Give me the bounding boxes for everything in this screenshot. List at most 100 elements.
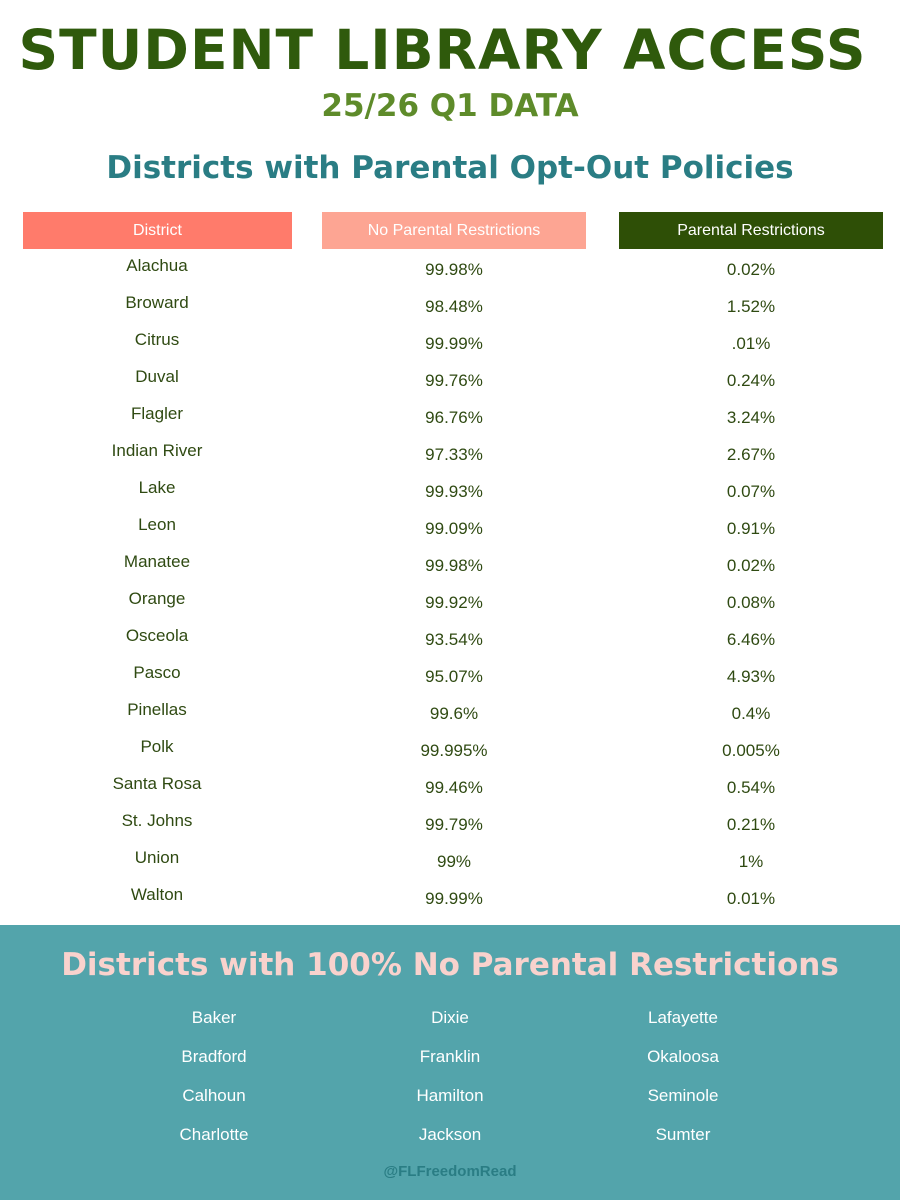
table-row: Union 99% 1% [0, 842, 900, 879]
table-row: Manatee 99.98% 0.02% [0, 546, 900, 583]
no-restrictions-cell: 99.76% [425, 371, 483, 390]
district-cell: Osceola [125, 626, 189, 645]
full-access-section: Districts with 100% No Parental Restrict… [0, 925, 900, 1200]
district-table: Alachua 99.98% 0.02% Broward 98.48% 1.52… [0, 250, 900, 916]
district-cell: Pasco [133, 663, 181, 682]
list-item: Okaloosa [647, 1047, 719, 1066]
restrictions-cell: 0.02% [726, 556, 776, 575]
section-heading: Districts with Parental Opt-Out Policies [106, 150, 794, 186]
table-row: Broward 98.48% 1.52% [0, 287, 900, 324]
no-restrictions-cell: 99% [436, 852, 472, 871]
no-restrictions-cell: 99.09% [425, 519, 483, 538]
full-access-heading: Districts with 100% No Parental Restrict… [61, 947, 839, 983]
district-cell: St. Johns [121, 811, 193, 830]
district-cell: Pinellas [127, 700, 187, 719]
table-row: St. Johns 99.79% 0.21% [0, 805, 900, 842]
no-restrictions-cell: 93.54% [425, 630, 483, 649]
table-row: Walton 99.99% 0.01% [0, 879, 900, 916]
table-row: Pasco 95.07% 4.93% [0, 657, 900, 694]
table-row: Leon 99.09% 0.91% [0, 509, 900, 546]
column-header-no-restrictions: No Parental Restrictions [322, 212, 586, 249]
list-item: Franklin [419, 1047, 481, 1066]
restrictions-cell: 2.67% [726, 445, 776, 464]
restrictions-cell: 1% [738, 852, 764, 871]
no-restrictions-cell: 99.98% [425, 260, 483, 279]
table-row: Duval 99.76% 0.24% [0, 361, 900, 398]
table-row: Citrus 99.99% .01% [0, 324, 900, 361]
district-cell: Flagler [131, 404, 183, 423]
district-list-column: Baker Bradford Calhoun Charlotte [94, 1005, 334, 1161]
no-restrictions-cell: 99.98% [425, 556, 483, 575]
list-item: Calhoun [182, 1086, 246, 1105]
district-cell: Polk [140, 737, 174, 756]
district-cell: Broward [125, 293, 189, 312]
no-restrictions-cell: 99.79% [425, 815, 483, 834]
restrictions-cell: 0.4% [731, 704, 771, 723]
list-item: Sumter [655, 1125, 711, 1144]
table-row: Indian River 97.33% 2.67% [0, 435, 900, 472]
no-restrictions-cell: 99.46% [425, 778, 483, 797]
no-restrictions-cell: 99.92% [425, 593, 483, 612]
district-list-column: Dixie Franklin Hamilton Jackson [330, 1005, 570, 1161]
district-cell: Citrus [134, 330, 180, 349]
restrictions-cell: 1.52% [726, 297, 776, 316]
no-restrictions-cell: 99.6% [429, 704, 479, 723]
table-row: Santa Rosa 99.46% 0.54% [0, 768, 900, 805]
district-cell: Indian River [111, 441, 203, 460]
district-list-column: Lafayette Okaloosa Seminole Sumter [563, 1005, 803, 1161]
restrictions-cell: 0.08% [726, 593, 776, 612]
district-cell: Lake [138, 478, 176, 497]
district-cell: Union [134, 848, 180, 867]
restrictions-cell: 4.93% [726, 667, 776, 686]
district-cell: Manatee [123, 552, 191, 571]
restrictions-cell: 0.02% [726, 260, 776, 279]
district-cell: Orange [128, 589, 186, 608]
list-item: Baker [191, 1008, 237, 1027]
restrictions-cell: 0.91% [726, 519, 776, 538]
column-header-label: Parental Restrictions [677, 221, 825, 239]
page-title: STUDENT LIBRARY ACCESS [18, 18, 867, 82]
no-restrictions-cell: 97.33% [425, 445, 483, 464]
district-cell: Santa Rosa [112, 774, 202, 793]
restrictions-cell: .01% [731, 334, 771, 353]
list-item: Charlotte [179, 1125, 249, 1144]
no-restrictions-cell: 99.99% [425, 334, 483, 353]
no-restrictions-cell: 96.76% [425, 408, 483, 427]
table-row: Lake 99.93% 0.07% [0, 472, 900, 509]
restrictions-cell: 3.24% [726, 408, 776, 427]
no-restrictions-cell: 98.48% [425, 297, 483, 316]
district-cell: Alachua [126, 256, 188, 275]
list-item: Seminole [647, 1086, 719, 1105]
no-restrictions-cell: 99.99% [425, 889, 483, 908]
table-row: Orange 99.92% 0.08% [0, 583, 900, 620]
table-row: Flagler 96.76% 3.24% [0, 398, 900, 435]
list-item: Dixie [431, 1008, 469, 1027]
restrictions-cell: 0.21% [726, 815, 776, 834]
table-row: Pinellas 99.6% 0.4% [0, 694, 900, 731]
restrictions-cell: 0.01% [726, 889, 776, 908]
table-row: Polk 99.995% 0.005% [0, 731, 900, 768]
column-header-label: No Parental Restrictions [367, 221, 541, 239]
restrictions-cell: 0.24% [726, 371, 776, 390]
list-item: Lafayette [648, 1008, 718, 1027]
column-header-label: District [133, 221, 182, 239]
list-item: Jackson [418, 1125, 482, 1144]
page-subtitle: 25/26 Q1 DATA [321, 88, 579, 124]
column-header-district: District [23, 212, 292, 249]
restrictions-cell: 0.07% [726, 482, 776, 501]
list-item: Bradford [181, 1047, 247, 1066]
district-cell: Leon [138, 515, 176, 534]
restrictions-cell: 0.005% [722, 741, 780, 760]
no-restrictions-cell: 95.07% [425, 667, 483, 686]
no-restrictions-cell: 99.93% [425, 482, 483, 501]
table-row: Alachua 99.98% 0.02% [0, 250, 900, 287]
column-header-restrictions: Parental Restrictions [619, 212, 883, 249]
restrictions-cell: 0.54% [726, 778, 776, 797]
district-cell: Walton [130, 885, 184, 904]
restrictions-cell: 6.46% [726, 630, 776, 649]
social-handle: @FLFreedomRead [383, 1163, 517, 1180]
no-restrictions-cell: 99.995% [420, 741, 488, 760]
district-cell: Duval [135, 367, 179, 386]
list-item: Hamilton [416, 1086, 484, 1105]
table-row: Osceola 93.54% 6.46% [0, 620, 900, 657]
